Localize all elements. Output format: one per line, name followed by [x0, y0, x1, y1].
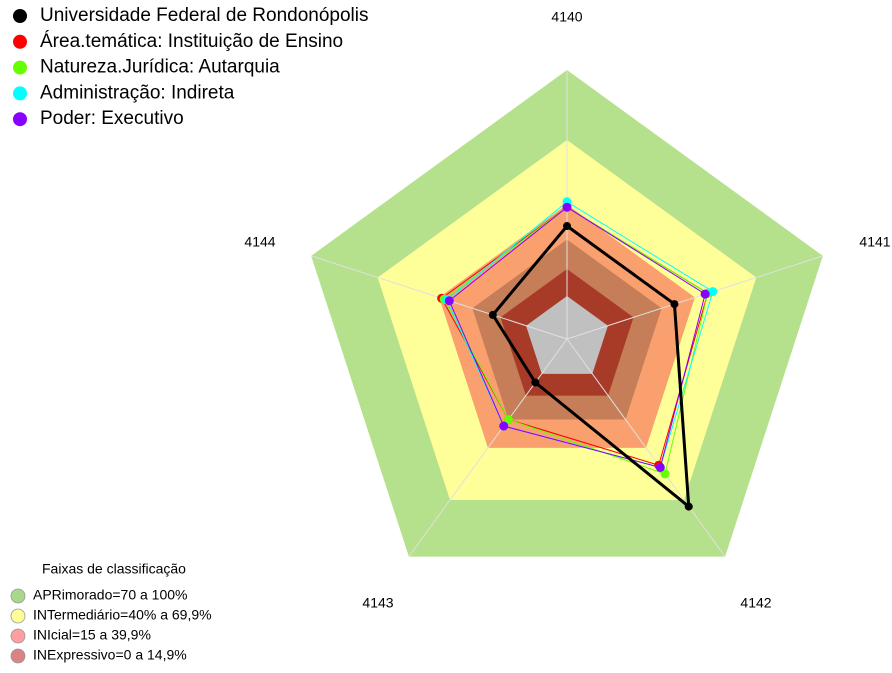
point — [503, 415, 513, 425]
legend-label: Universidade Federal de Rondonópolis — [40, 5, 368, 26]
bands — [311, 70, 823, 557]
point — [684, 502, 693, 511]
legend-label: Área.temática: Instituição de Ensino — [40, 31, 343, 52]
point — [499, 421, 509, 431]
point — [488, 310, 497, 319]
series-line — [448, 206, 706, 469]
spoke — [408, 338, 568, 557]
band-legend-marker — [10, 628, 26, 644]
legend-label: Poder: Executivo — [40, 108, 184, 129]
band-legend-marker — [10, 648, 26, 664]
series-line — [490, 223, 691, 510]
axis-label: 4140 — [551, 9, 582, 25]
axis-label: 4142 — [740, 595, 771, 611]
spoke — [566, 338, 726, 557]
point — [708, 287, 718, 297]
point — [531, 378, 540, 387]
point — [444, 296, 454, 306]
point — [670, 300, 679, 309]
point — [700, 289, 710, 299]
band-legend-title: Faixas de classificação — [42, 561, 186, 577]
point — [563, 222, 571, 231]
band-legend-marker — [10, 588, 26, 604]
point — [660, 469, 670, 479]
band-legend-marker — [10, 608, 26, 624]
legend: Universidade Federal de Rondonópolis Área… — [10, 5, 368, 664]
legend-marker — [13, 34, 27, 49]
legend-label: Natureza.Jurídica: Autarquia — [40, 57, 280, 78]
band-legend-label: INIcial=15 a 39,9% — [33, 627, 151, 643]
point — [562, 202, 572, 212]
axis-label: 4144 — [244, 234, 275, 250]
band-legend-label: APRimorado=70 a 100% — [33, 587, 188, 603]
series-line — [443, 206, 709, 475]
legend-marker — [13, 60, 27, 75]
legend-marker — [13, 86, 27, 101]
spoke — [566, 255, 823, 340]
marks — [437, 197, 718, 511]
legend-label: Administração: Indireta — [40, 82, 235, 103]
band-legend-label: INExpressivo=0 a 14,9% — [33, 647, 187, 663]
legend-marker — [13, 112, 27, 127]
axis-label: 4143 — [362, 595, 393, 611]
band-legend-label: INTermediário=40% a 69,9% — [33, 607, 212, 623]
legend-marker — [13, 9, 27, 23]
point — [655, 462, 665, 472]
axis-label: 4141 — [859, 234, 890, 250]
